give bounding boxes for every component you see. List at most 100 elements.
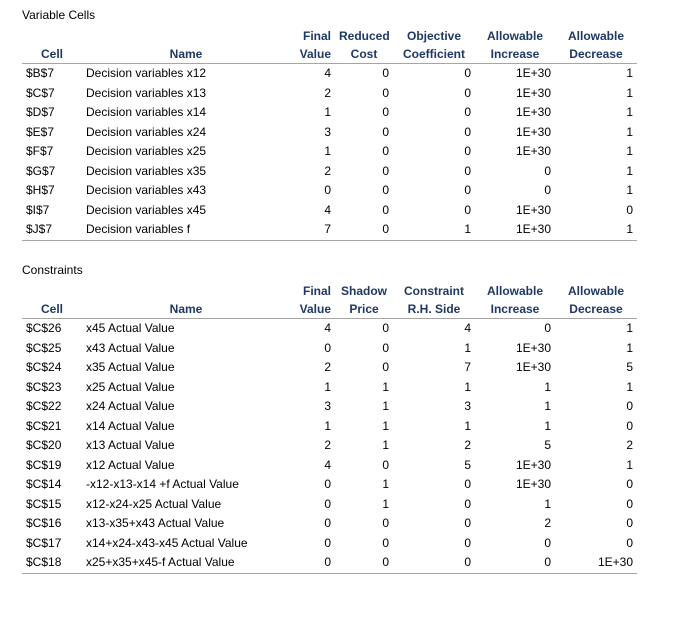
cell-ref: $C$23 bbox=[26, 379, 62, 394]
col4: 0 bbox=[382, 340, 389, 355]
allowable-increase: 0 bbox=[544, 321, 551, 336]
allowable-decrease: 1 bbox=[626, 144, 633, 159]
allowable-increase: 1E+30 bbox=[475, 220, 555, 241]
header-top-cell bbox=[22, 27, 82, 45]
header-coefficient: Coefficient bbox=[393, 45, 475, 64]
col5: 0 bbox=[464, 516, 471, 531]
constraint-row: $C$20 x13 Actual Value 2 1 2 5 2 bbox=[22, 436, 637, 456]
allowable-increase: 1E+30 bbox=[515, 66, 551, 81]
cell-ref: $C$20 bbox=[26, 438, 62, 453]
col5: 2 bbox=[464, 438, 471, 453]
final-value: 1 bbox=[324, 379, 331, 394]
constraints-header-top: Final Shadow Constraint Allowable Allowa… bbox=[22, 282, 637, 300]
variable-cell-row: $J$7 Decision variables f 7 0 1 1E+30 1 bbox=[22, 220, 637, 241]
cell-ref: $C$15 bbox=[26, 496, 62, 511]
col5: 0 bbox=[464, 496, 471, 511]
cell-ref: $C$21 bbox=[26, 418, 62, 433]
name: -x12-x13-x14 +f Actual Value bbox=[86, 477, 239, 492]
col5: 0 bbox=[464, 535, 471, 550]
header-top-name bbox=[82, 282, 290, 300]
col4: 0 bbox=[382, 202, 389, 217]
cell-ref: $I$7 bbox=[26, 202, 50, 217]
allowable-decrease: 0 bbox=[626, 535, 633, 550]
constraint-row: $C$14 -x12-x13-x14 +f Actual Value 0 1 0 1E+3… bbox=[22, 475, 637, 495]
allowable-decrease: 0 bbox=[626, 418, 633, 433]
header-increase: Increase bbox=[475, 45, 555, 64]
col5: 0 bbox=[464, 124, 471, 139]
header-top-name bbox=[82, 27, 290, 45]
header-top-cell bbox=[22, 282, 82, 300]
allowable-increase: 1E+30 bbox=[515, 124, 551, 139]
name: Decision variables f bbox=[82, 220, 290, 241]
name: Decision variables x24 bbox=[86, 124, 207, 139]
allowable-decrease: 0 bbox=[626, 477, 633, 492]
cell-ref: $F$7 bbox=[26, 144, 54, 159]
name: x35 Actual Value bbox=[86, 360, 175, 375]
header-value: Value bbox=[290, 300, 335, 319]
final-value: 2 bbox=[324, 163, 331, 178]
allowable-increase: 1E+30 bbox=[515, 144, 551, 159]
cell-ref: $J$7 bbox=[22, 220, 82, 241]
name: Decision variables x45 bbox=[86, 202, 207, 217]
final-value: 0 bbox=[324, 183, 331, 198]
allowable-decrease: 1 bbox=[626, 163, 633, 178]
allowable-increase: 1 bbox=[544, 418, 551, 433]
col5: 0 bbox=[393, 553, 475, 574]
allowable-decrease: 2 bbox=[626, 438, 633, 453]
col5: 3 bbox=[464, 399, 471, 414]
allowable-increase: 1E+30 bbox=[515, 477, 551, 492]
allowable-increase: 1E+30 bbox=[515, 202, 551, 217]
constraints-table: Final Shadow Constraint Allowable Allowa… bbox=[22, 282, 637, 574]
col5: 1 bbox=[393, 220, 475, 241]
name: Decision variables x35 bbox=[86, 163, 207, 178]
name: x13-x35+x43 Actual Value bbox=[86, 516, 225, 531]
final-value: 1 bbox=[324, 105, 331, 120]
header-top-shadow: Shadow bbox=[340, 284, 387, 298]
cell-ref: $C$19 bbox=[26, 457, 62, 472]
name: x25 Actual Value bbox=[86, 379, 175, 394]
allowable-decrease: 5 bbox=[626, 360, 633, 375]
col4: 0 bbox=[382, 457, 389, 472]
col5: 0 bbox=[464, 85, 471, 100]
allowable-increase: 1E+30 bbox=[515, 340, 551, 355]
col5: 1 bbox=[464, 340, 471, 355]
cell-ref: $C$14 bbox=[26, 477, 62, 492]
allowable-increase: 1 bbox=[544, 496, 551, 511]
header-cost: Cost bbox=[335, 45, 393, 64]
header-top-constraint: Constraint bbox=[404, 284, 464, 298]
constraint-row: $C$15 x12-x24-x25 Actual Value 0 1 0 1 0 bbox=[22, 495, 637, 515]
variable-cell-row: $F$7 Decision variables x25 1 0 0 1E+30 1 bbox=[22, 142, 637, 162]
header-decrease: Decrease bbox=[555, 45, 637, 64]
allowable-decrease: 1 bbox=[626, 321, 633, 336]
col4: 0 bbox=[382, 183, 389, 198]
constraint-row: $C$22 x24 Actual Value 3 1 3 1 0 bbox=[22, 397, 637, 417]
allowable-increase: 1E+30 bbox=[515, 360, 551, 375]
name: x14 Actual Value bbox=[86, 418, 175, 433]
final-value: 2 bbox=[324, 438, 331, 453]
allowable-increase: 0 bbox=[544, 183, 551, 198]
cell-ref: $D$7 bbox=[26, 105, 55, 120]
header-increase: Increase bbox=[475, 300, 555, 319]
col5: 7 bbox=[464, 360, 471, 375]
header-cell: Cell bbox=[22, 300, 82, 319]
header-cell: Cell bbox=[22, 45, 82, 64]
header-rh-side: R.H. Side bbox=[393, 300, 475, 319]
header-name: Name bbox=[82, 45, 290, 64]
col5: 4 bbox=[464, 321, 471, 336]
allowable-increase: 5 bbox=[544, 438, 551, 453]
allowable-decrease: 1 bbox=[626, 105, 633, 120]
final-value: 3 bbox=[324, 399, 331, 414]
variable-cell-row: $H$7 Decision variables x43 0 0 0 0 1 bbox=[22, 181, 637, 201]
name: Decision variables x43 bbox=[86, 183, 207, 198]
col5: 0 bbox=[464, 105, 471, 120]
constraint-row: $C$17 x14+x24-x43-x45 Actual Value 0 0 0 0 0 bbox=[22, 534, 637, 554]
variable-cell-row: $E$7 Decision variables x24 3 0 0 1E+30 1 bbox=[22, 123, 637, 143]
constraint-row: $C$16 x13-x35+x43 Actual Value 0 0 0 2 0 bbox=[22, 514, 637, 534]
col4: 0 bbox=[382, 360, 389, 375]
col4: 0 bbox=[382, 144, 389, 159]
allowable-decrease: 1 bbox=[626, 66, 633, 81]
cell-ref: $C$17 bbox=[26, 535, 62, 550]
allowable-increase: 0 bbox=[544, 163, 551, 178]
col5: 0 bbox=[464, 144, 471, 159]
variable-cells-header-bottom: Cell Name Value Cost Coefficient Increas… bbox=[22, 45, 637, 64]
